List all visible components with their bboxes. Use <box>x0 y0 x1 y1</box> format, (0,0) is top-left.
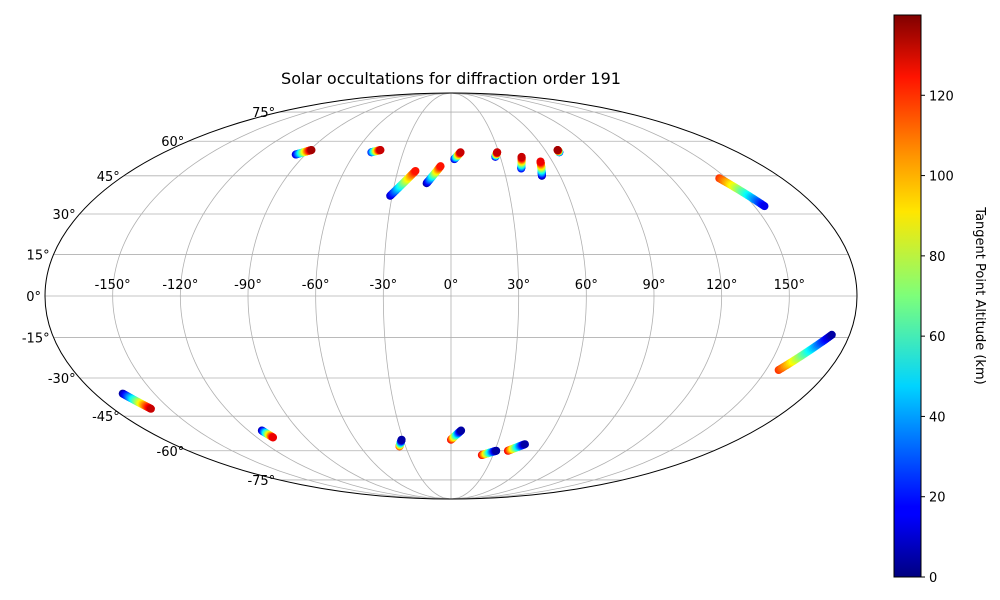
track-point <box>397 435 406 444</box>
colorbar <box>893 14 922 578</box>
longitude-tick-label: 0° <box>444 278 459 293</box>
occultation-track <box>491 148 502 161</box>
occultation-track <box>477 446 501 460</box>
longitude-gridline <box>179 92 452 500</box>
track-point <box>376 146 385 155</box>
occultation-track <box>774 330 836 375</box>
track-point <box>456 148 465 157</box>
occultation-track <box>386 166 420 200</box>
colorbar-tick-label: 80 <box>929 250 946 265</box>
longitude-gridline <box>382 92 452 500</box>
longitude-gridline <box>450 92 587 500</box>
latitude-tick-label: 0° <box>26 290 41 305</box>
track-point <box>269 433 278 442</box>
colorbar-tick-label: 0 <box>929 571 937 586</box>
latitude-tick-label: -45° <box>92 410 120 425</box>
track-point <box>436 162 445 171</box>
colorbar-label: Tangent Point Altitude (km) <box>972 206 987 384</box>
map-boundary <box>44 92 858 500</box>
occultation-track <box>395 435 406 451</box>
latitude-tick-label: -30° <box>48 372 76 387</box>
longitude-tick-label: 30° <box>507 278 530 293</box>
latitude-tick-label: -15° <box>22 332 50 347</box>
latitude-tick-label: 60° <box>161 135 184 150</box>
longitude-gridline <box>450 92 723 500</box>
latitude-tick-label: 45° <box>97 170 120 185</box>
track-point <box>536 157 545 166</box>
track-point <box>493 148 502 157</box>
track-point <box>492 446 501 455</box>
colorbar-ticks: 0 20 40 60 80 100 120 <box>921 89 954 586</box>
occultation-track <box>450 148 465 164</box>
longitude-tick-label: -90° <box>234 278 262 293</box>
occultation-track <box>257 426 278 442</box>
occultation-track <box>553 146 564 157</box>
colorbar-tick-label: 120 <box>929 89 954 104</box>
longitude-tick-label: -150° <box>95 278 131 293</box>
map-grid <box>45 92 857 500</box>
track-point <box>520 440 529 449</box>
track-point <box>760 202 769 211</box>
longitude-tick-label: 90° <box>642 278 665 293</box>
longitude-tick-label: -120° <box>162 278 198 293</box>
track-point <box>411 166 420 175</box>
longitude-gridline <box>450 92 655 500</box>
occultation-track <box>536 157 546 180</box>
occultation-tracks <box>118 146 836 460</box>
track-point <box>307 146 316 155</box>
longitude-gridline <box>315 92 452 500</box>
axis-tick-labels: -150° -120° -90° -60° -30° 0° 30° 60° 90° 120° 150… <box>22 106 805 489</box>
latitude-tick-label: -60° <box>157 445 185 460</box>
track-point <box>457 426 466 435</box>
colorbar-tick-label: 20 <box>929 491 946 506</box>
latitude-tick-label: 30° <box>53 208 76 223</box>
longitude-tick-label: 120° <box>706 278 737 293</box>
longitude-gridline <box>247 92 452 500</box>
latitude-tick-label: 15° <box>27 248 50 263</box>
occultation-track <box>291 146 316 159</box>
longitude-gridline <box>112 92 452 500</box>
occultation-track <box>503 440 529 455</box>
longitude-tick-label: 150° <box>774 278 805 293</box>
longitude-tick-label: -30° <box>369 278 397 293</box>
occultation-track <box>422 162 445 188</box>
occultation-track <box>118 389 155 413</box>
colorbar-tick-label: 60 <box>929 330 946 345</box>
occultation-track <box>715 174 769 211</box>
chart-title: Solar occultations for diffraction order… <box>281 69 621 88</box>
occultation-track <box>447 426 466 444</box>
longitude-tick-label: -60° <box>302 278 330 293</box>
track-point <box>827 330 836 339</box>
track-point <box>553 146 562 155</box>
occultation-track <box>367 146 385 157</box>
latitude-tick-label: -75° <box>247 474 275 489</box>
occultation-track <box>517 152 526 173</box>
track-point <box>146 404 155 413</box>
longitude-tick-label: 60° <box>575 278 598 293</box>
colorbar-tick-label: 100 <box>929 170 954 185</box>
colorbar-tick-label: 40 <box>929 410 946 425</box>
longitude-gridline <box>450 92 790 500</box>
track-point <box>517 152 526 161</box>
